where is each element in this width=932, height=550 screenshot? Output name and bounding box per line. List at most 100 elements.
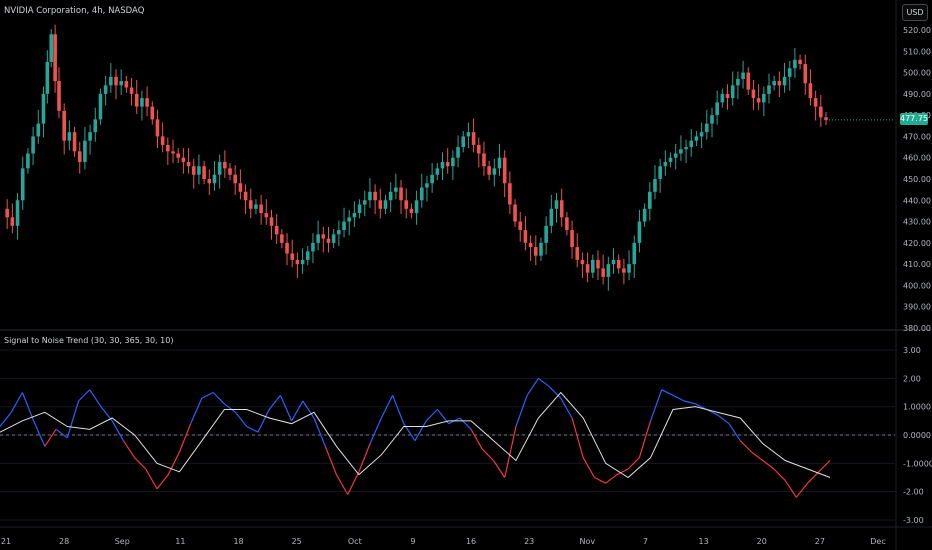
candle-body bbox=[49, 34, 54, 62]
candle-body bbox=[134, 93, 139, 107]
candle-body bbox=[585, 264, 590, 273]
snt-line-segment bbox=[616, 468, 629, 476]
snt-line-segment bbox=[684, 400, 696, 405]
currency-button[interactable]: USD bbox=[902, 4, 928, 21]
snt-line-segment bbox=[201, 391, 214, 399]
candle-body bbox=[88, 132, 92, 141]
candle-body bbox=[492, 168, 497, 175]
price-tick-label: 450.00 bbox=[903, 175, 931, 184]
snt-line-segment bbox=[526, 378, 539, 396]
price-tick-label: 500.00 bbox=[903, 69, 931, 78]
candle-body bbox=[663, 161, 668, 167]
candle-body bbox=[466, 132, 471, 137]
indicator-title: Signal to Noise Trend (30, 30, 365, 30, … bbox=[4, 336, 174, 345]
candle-body bbox=[430, 174, 434, 184]
candle-body bbox=[160, 136, 165, 145]
candle-body bbox=[45, 61, 50, 94]
snt-line-segment bbox=[33, 420, 46, 447]
candle-body bbox=[72, 132, 77, 152]
candle-body bbox=[694, 136, 699, 141]
snt-line-segment bbox=[795, 482, 809, 498]
snt-line-segment bbox=[369, 417, 382, 444]
candle-body bbox=[476, 144, 481, 154]
candle-body bbox=[197, 166, 201, 175]
candle-body bbox=[15, 200, 20, 226]
candle-body bbox=[787, 68, 792, 77]
candle-body bbox=[409, 208, 414, 214]
symbol-title: NVIDIA Corporation, 4h, NASDAQ bbox=[4, 6, 145, 16]
price-tick-label: 430.00 bbox=[903, 218, 931, 227]
snt-line-segment bbox=[728, 423, 741, 441]
candle-body bbox=[295, 259, 300, 265]
price-tick-label: 390.00 bbox=[903, 303, 931, 312]
snt-line-segment bbox=[223, 403, 236, 413]
candle-body bbox=[259, 204, 263, 214]
snt-line-segment bbox=[111, 420, 124, 441]
price-tick-label: 520.00 bbox=[903, 26, 931, 35]
snt-line-segment bbox=[302, 400, 315, 419]
candle-body bbox=[93, 119, 98, 133]
candle-body bbox=[471, 132, 476, 145]
snt-line-segment bbox=[235, 411, 248, 427]
price-tick-label: 400.00 bbox=[903, 281, 931, 290]
snt-line-segment bbox=[751, 451, 764, 461]
candle-body bbox=[404, 200, 409, 209]
candle-body bbox=[513, 204, 517, 222]
candle-body bbox=[186, 161, 191, 167]
snt-line-segment bbox=[504, 426, 517, 478]
candle-body bbox=[10, 217, 15, 226]
snt-line-segment bbox=[627, 457, 640, 470]
candle-body bbox=[756, 98, 761, 103]
snt-line-segment bbox=[762, 460, 775, 470]
candle-body bbox=[554, 200, 559, 209]
candle-body bbox=[653, 179, 657, 192]
time-tick-label: 13 bbox=[699, 537, 709, 546]
snt-line-segment bbox=[560, 397, 573, 419]
candle-body bbox=[632, 242, 637, 265]
candle-body bbox=[243, 191, 248, 201]
candle-body bbox=[622, 268, 626, 273]
snt-line-segment bbox=[190, 397, 203, 424]
candle-body bbox=[616, 259, 621, 269]
candle-body bbox=[290, 253, 295, 260]
candle-body bbox=[212, 174, 217, 184]
candle-body bbox=[502, 157, 507, 184]
candle-body bbox=[642, 208, 647, 222]
osc-tick-label: 2.00 bbox=[903, 374, 921, 383]
snt-line-segment bbox=[571, 417, 584, 458]
time-tick-label: Nov bbox=[580, 537, 596, 546]
candle-body bbox=[31, 136, 35, 154]
price-tick-label: 380.00 bbox=[903, 324, 931, 333]
signal-line bbox=[0, 391, 831, 479]
time-tick-label: 18 bbox=[233, 537, 243, 546]
candle-body bbox=[658, 166, 662, 179]
candle-body bbox=[720, 93, 725, 103]
time-tick-label: 28 bbox=[59, 537, 69, 546]
candle-body bbox=[518, 221, 523, 231]
snt-line-segment bbox=[594, 476, 606, 484]
candle-body bbox=[803, 64, 808, 84]
candle-body bbox=[321, 234, 326, 239]
time-tick-label: Sep bbox=[115, 537, 130, 546]
candle-body bbox=[280, 234, 284, 243]
snt-line-segment bbox=[717, 414, 730, 425]
candle-body bbox=[166, 144, 170, 152]
candle-body bbox=[461, 136, 466, 148]
candle-body bbox=[710, 115, 714, 124]
candle-body bbox=[20, 168, 25, 201]
price-tick-label: 410.00 bbox=[903, 260, 931, 269]
candle-body bbox=[419, 187, 424, 201]
snt-line-segment bbox=[358, 443, 371, 473]
snt-line-segment bbox=[257, 409, 270, 433]
candle-body bbox=[202, 166, 206, 179]
candle-body bbox=[57, 81, 61, 111]
candle-body bbox=[217, 161, 222, 175]
candle-body bbox=[103, 85, 108, 94]
last-price-badge: 477.75 bbox=[900, 113, 928, 125]
time-tick-label: Dec bbox=[870, 537, 885, 546]
snt-line-segment bbox=[739, 440, 752, 453]
candle-body bbox=[114, 76, 118, 86]
candle-body bbox=[679, 149, 683, 154]
snt-line-segment bbox=[246, 425, 259, 433]
snt-line-segment bbox=[55, 428, 68, 439]
